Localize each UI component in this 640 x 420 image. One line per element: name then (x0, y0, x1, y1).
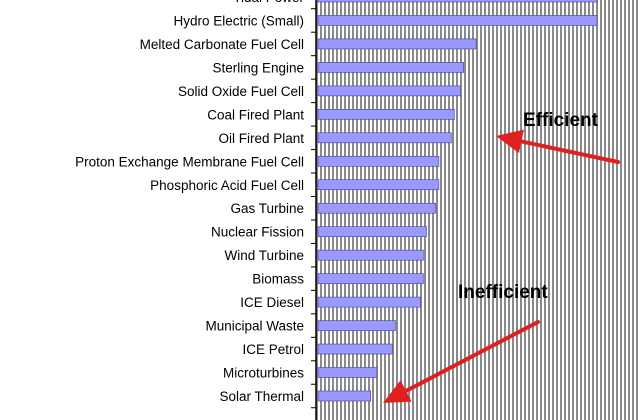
inefficient-arrow (383, 320, 540, 403)
category-label: Oil Fired Plant (218, 131, 304, 146)
category-label: Microturbines (223, 366, 304, 381)
bar (317, 320, 396, 331)
bar (317, 273, 424, 284)
bar (317, 62, 464, 73)
bar (317, 367, 378, 378)
category-label: ICE Petrol (242, 342, 304, 357)
category-label: Tidal Power (233, 0, 304, 5)
bar (317, 155, 440, 167)
bar (317, 202, 437, 214)
category-label: Gas Turbine (230, 201, 304, 216)
category-label: Melted Carbonate Fuel Cell (140, 37, 304, 52)
category-label: Sterling Engine (212, 60, 304, 75)
bar (317, 296, 421, 308)
bar (317, 85, 461, 97)
category-label: Biomass (252, 272, 304, 287)
annotation-label: Inefficient (458, 282, 548, 303)
bar (317, 132, 452, 144)
bar (317, 179, 440, 191)
efficient-arrow (496, 129, 620, 164)
bar (317, 343, 393, 355)
category-label: Municipal Waste (205, 319, 304, 334)
category-label: ICE Diesel (240, 295, 304, 310)
category-label: Phosphoric Acid Fuel Cell (150, 178, 304, 193)
bar (317, 390, 372, 402)
category-label: Coal Fired Plant (207, 107, 304, 122)
category-label: Wind Turbine (224, 248, 304, 263)
bar (317, 38, 477, 50)
bar (317, 109, 455, 120)
category-label: Proton Exchange Membrane Fuel Cell (75, 154, 304, 169)
bar (317, 249, 424, 261)
bar (317, 0, 598, 3)
bar (317, 15, 598, 26)
category-label: Solid Oxide Fuel Cell (178, 84, 304, 99)
annotation-label: Efficient (523, 110, 599, 131)
category-label: Nuclear Fission (211, 225, 304, 240)
category-label: Solar Thermal (219, 389, 304, 404)
bar (317, 226, 427, 237)
category-label: Hydro Electric (Small) (173, 13, 304, 28)
